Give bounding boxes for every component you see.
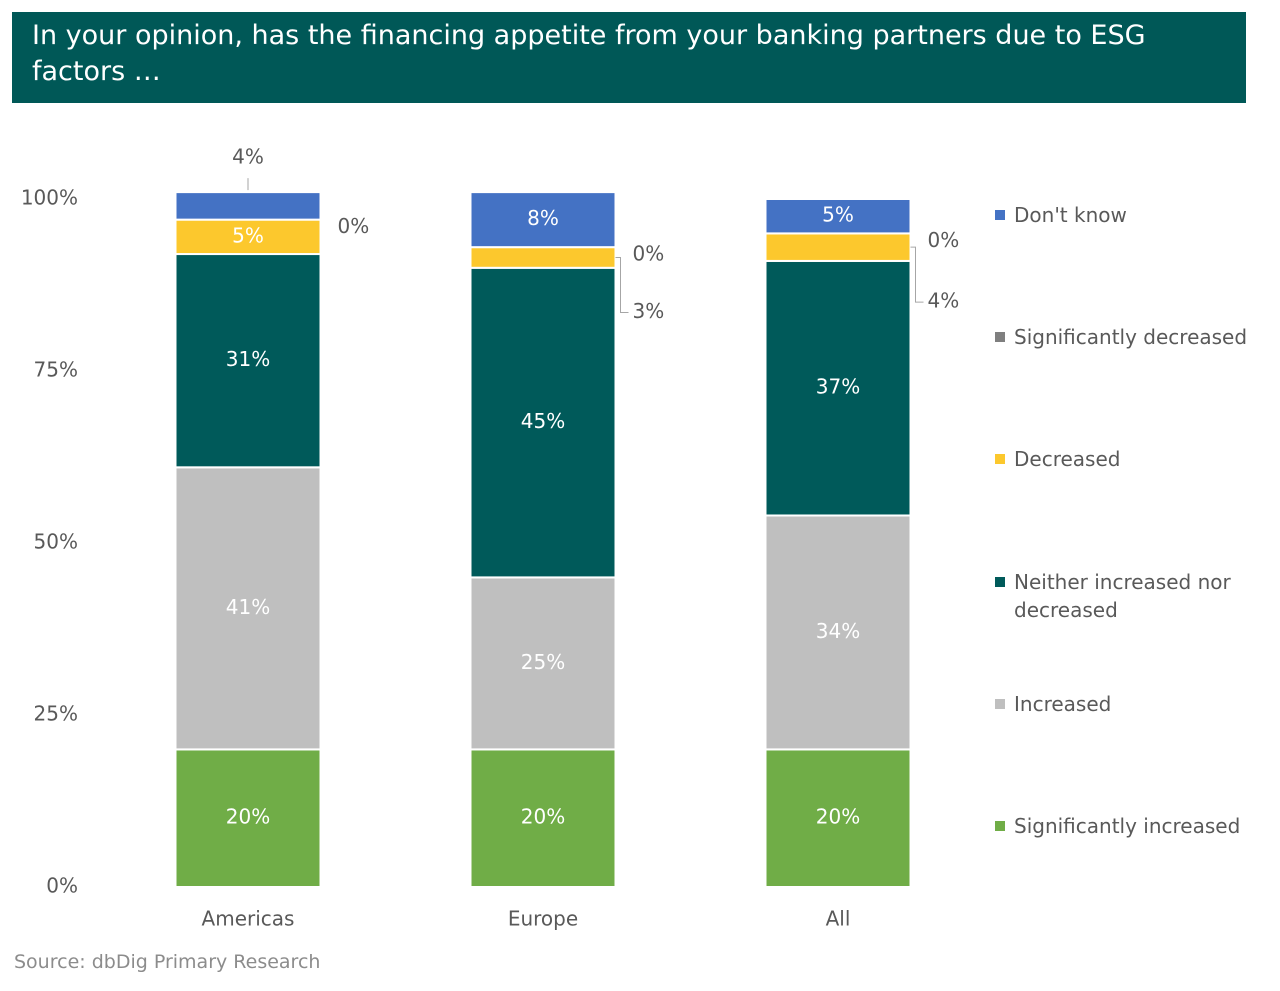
bar-segment [174, 748, 322, 889]
x-tick-label: Europe [508, 907, 578, 931]
bar-segment [469, 191, 617, 249]
chart-title: In your opinion, has the financing appet… [12, 12, 1246, 103]
bar-segment [764, 232, 912, 262]
x-tick-label: Americas [202, 907, 295, 931]
data-label: 25% [521, 650, 565, 674]
data-label: 20% [521, 805, 565, 829]
data-label: 0% [338, 214, 370, 238]
source-note: Source: dbDig Primary Research [14, 951, 321, 973]
data-label: 0% [928, 228, 960, 252]
bar-segment [764, 259, 912, 517]
y-tick-label: 50% [34, 530, 78, 554]
data-label: 8% [527, 206, 559, 230]
data-label: 34% [816, 619, 860, 643]
legend-swatch [995, 576, 1005, 587]
legend-swatch [995, 454, 1005, 465]
data-label: 3% [633, 299, 665, 323]
bar-segment [469, 748, 617, 889]
data-label: 0% [633, 242, 665, 266]
legend-swatch [995, 698, 1005, 709]
bar-segment [174, 218, 322, 256]
y-tick-label: 75% [34, 358, 78, 382]
legend-label: Don't know [1014, 203, 1127, 227]
legend-item: Neither increased nor decreased [995, 568, 1260, 624]
legend-item: Significantly increased [995, 812, 1260, 840]
data-label: 4% [232, 145, 264, 169]
x-tick-label: All [826, 907, 851, 931]
bar-segment [764, 198, 912, 235]
legend-label: Significantly decreased [1014, 325, 1248, 350]
data-label: 45% [521, 409, 565, 433]
data-label: 5% [822, 203, 854, 227]
legend-label: Significantly increased [1014, 814, 1241, 838]
y-tick-label: 25% [34, 702, 78, 726]
legend-item: Decreased [995, 445, 1260, 473]
data-label: 41% [226, 595, 270, 619]
data-label: 4% [928, 289, 960, 313]
legend-item: Significantly decreased [995, 323, 1260, 351]
legend-label: Neither increased nor decreased [1014, 569, 1231, 622]
data-label: 5% [232, 223, 264, 247]
bar-segment [174, 191, 322, 221]
legend-swatch [995, 821, 1005, 831]
legend-swatch [995, 210, 1005, 220]
bar-segment [764, 748, 912, 889]
y-tick-label: 100% [21, 186, 78, 210]
legend-item: Don't know [995, 201, 1260, 229]
legend-label: Increased [1014, 691, 1112, 716]
legend-item: Increased [995, 690, 1260, 718]
legend-swatch [995, 332, 1005, 343]
bar-segment [469, 246, 617, 269]
data-label: 20% [816, 805, 860, 829]
bar-segment [469, 576, 617, 751]
legend-label: Decreased [1014, 447, 1121, 472]
bar-segment [174, 253, 322, 469]
data-label: 37% [816, 375, 860, 399]
bar-segment [469, 266, 617, 579]
leader-line [615, 256, 629, 313]
bar-segment [764, 514, 912, 751]
y-tick-label: 0% [46, 874, 78, 898]
data-label: 31% [226, 347, 270, 371]
bar-segment [174, 466, 322, 751]
leader-line [910, 246, 924, 303]
data-label: 20% [226, 805, 270, 829]
